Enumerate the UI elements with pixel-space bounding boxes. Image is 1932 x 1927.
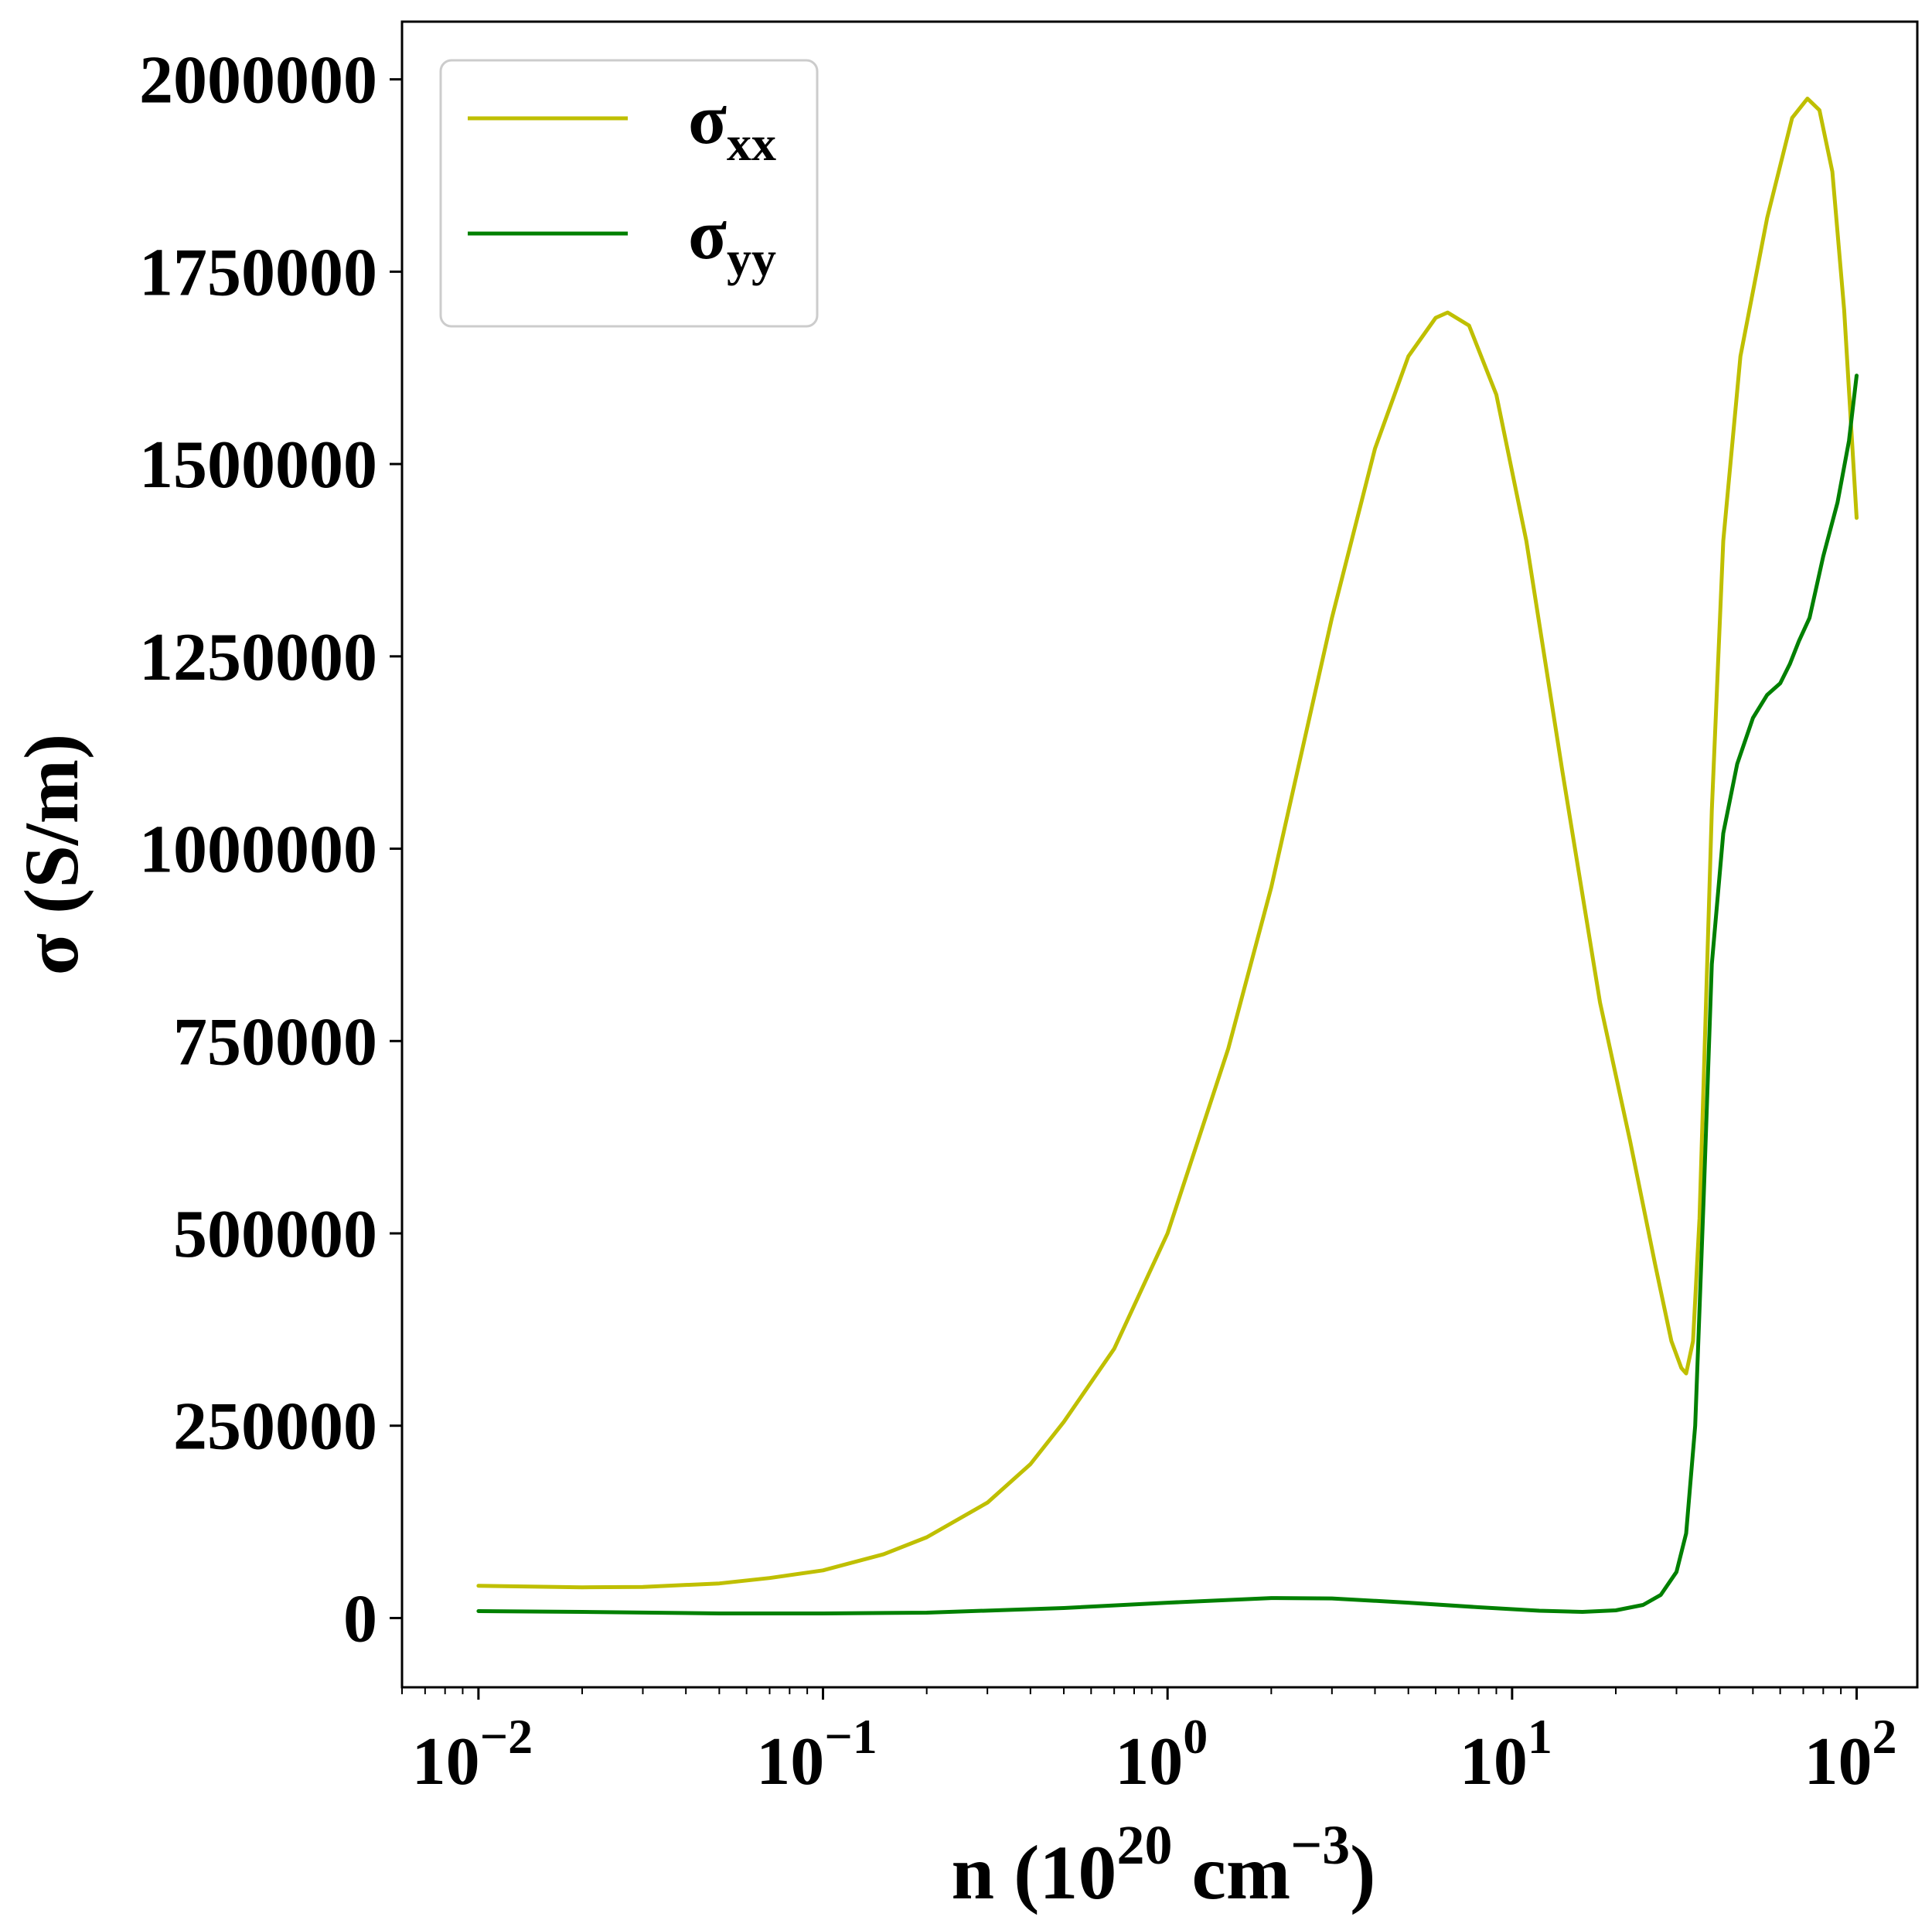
y-tick-label-7: 1750000 bbox=[139, 235, 377, 310]
x-tick-label-4: 102 bbox=[1804, 1709, 1897, 1799]
x-tick-label-3: 101 bbox=[1460, 1709, 1552, 1799]
legend-box bbox=[439, 59, 819, 328]
y-tick-label-2: 500000 bbox=[173, 1197, 377, 1272]
y-tick-label-8: 2000000 bbox=[139, 43, 377, 118]
x-axis-label: n (1020 cm−3) bbox=[952, 1814, 1376, 1915]
y-axis-label: σ (S/m) bbox=[9, 734, 94, 976]
y-tick-label-3: 750000 bbox=[173, 1004, 377, 1079]
series-line-xx bbox=[476, 97, 1859, 1590]
y-tick-label-6: 1500000 bbox=[139, 428, 377, 503]
y-axis: 0 250000 500000 750000 1000000 1250000 1500000… bbox=[139, 43, 402, 1656]
y-tick-label-0: 0 bbox=[343, 1581, 377, 1656]
x-tick-label-1: 10−1 bbox=[756, 1709, 877, 1799]
x-axis: 10−2 10−1 100 101 102 bbox=[401, 1687, 1897, 1799]
y-tick-label-4: 1000000 bbox=[139, 813, 377, 888]
y-tick-label-1: 250000 bbox=[173, 1390, 377, 1465]
y-tick-label-5: 1250000 bbox=[139, 620, 377, 695]
series-line-yy bbox=[476, 373, 1859, 1615]
x-tick-label-0: 10−2 bbox=[412, 1709, 533, 1799]
legend-label-sigma-yy: σyy bbox=[688, 195, 776, 286]
legend-label-sigma-xx: σxx bbox=[688, 80, 776, 171]
legend: σxx σyy bbox=[439, 59, 819, 328]
x-tick-label-2: 100 bbox=[1115, 1709, 1208, 1799]
series-lines bbox=[476, 97, 1859, 1615]
